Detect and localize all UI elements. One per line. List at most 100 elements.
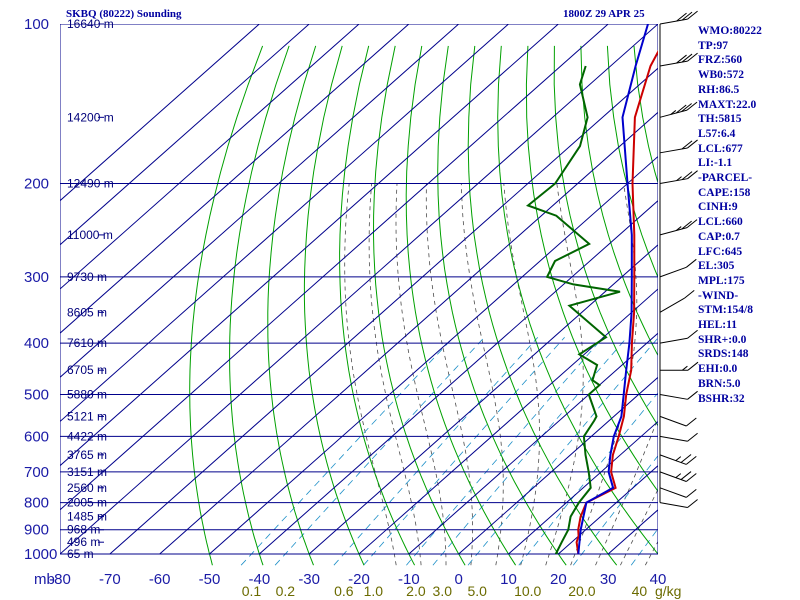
wind-barb — [659, 109, 688, 118]
height-label: 65 m — [67, 547, 94, 561]
pressure-tick-label: 800 — [24, 495, 49, 512]
wind-barb-flag — [686, 219, 698, 229]
wind-barb — [659, 227, 688, 236]
wind-barb-flag — [685, 258, 697, 268]
wind-barb-flag — [685, 456, 697, 465]
mixing-ratio-tick-label: 2.0 — [406, 583, 426, 599]
temperature-tick-label: -70 — [99, 571, 121, 588]
temperature-tick-label: -30 — [298, 571, 320, 588]
sounding-index: LI:-1.1 — [698, 157, 733, 170]
mixing-ratio-line — [406, 337, 604, 566]
sounding-index: BRN:5.0 — [698, 377, 741, 390]
sounding-index: WMO:80222 — [698, 25, 762, 37]
height-label: 9730 m — [67, 270, 107, 284]
isotherm — [60, 24, 360, 290]
dry-adiabat — [372, 45, 466, 566]
wind-barb — [659, 435, 688, 442]
pressure-tick-label: 1000 — [24, 546, 57, 563]
pressure-tick-label: 900 — [24, 522, 49, 539]
isotherm — [60, 24, 658, 555]
height-label: 3765 m — [67, 448, 107, 462]
sounding-index: FRZ:560 — [698, 54, 743, 67]
height-label: 2560 m — [67, 481, 107, 495]
temperature-tick-label: -50 — [199, 571, 221, 588]
wind-barb-flag — [687, 170, 698, 180]
height-label: 968 m — [67, 523, 100, 537]
temperature-tick-label: -80 — [49, 571, 71, 588]
sounding-index: HEL:11 — [698, 319, 737, 332]
height-labels: 16640 m 14200 m 12490 m 11000 m 9730 m 8605 m… — [67, 17, 114, 561]
sounding-index: TH:5815 — [698, 113, 742, 126]
mixing-ratio-line — [432, 337, 628, 566]
wind-barb-flag — [687, 139, 698, 149]
moist-adiabat — [545, 183, 584, 566]
temperature-tick-label: -10 — [398, 571, 420, 588]
sounding-index: EL:305 — [698, 260, 735, 273]
height-label: 11000 m — [67, 228, 113, 242]
dry-adiabat — [580, 45, 658, 357]
dry-adiabat — [793, 46, 800, 565]
mixing-ratio-line — [240, 337, 454, 566]
wind-barb-flag — [681, 220, 692, 230]
height-label: 496 m — [67, 535, 100, 549]
wind-barb — [659, 471, 687, 482]
sounding-index: SRDS:148 — [698, 348, 749, 361]
isotherm — [60, 24, 459, 379]
wind-barb-half-flag — [676, 176, 682, 182]
isotherm — [60, 24, 310, 246]
wind-barb — [659, 60, 688, 67]
wind-barb-half-flag — [682, 365, 688, 371]
parcel-profile — [577, 24, 649, 555]
wind-barb-flag — [687, 361, 699, 371]
isotherm — [60, 24, 559, 467]
pressure-unit-label: mb — [34, 571, 55, 588]
isotherm — [259, 199, 658, 555]
height-label: 5121 m — [67, 409, 107, 423]
isotherm — [458, 376, 658, 555]
height-label: 14200 m — [67, 110, 114, 124]
temperature-tick-label: 40 — [650, 571, 667, 588]
dry-adiabat — [229, 45, 290, 566]
wind-barb — [659, 266, 687, 278]
profile-lines — [525, 24, 658, 555]
dry-adiabat — [467, 45, 618, 566]
moist-adiabat — [503, 183, 540, 566]
dry-adiabat — [437, 45, 567, 566]
wind-barb-flag — [687, 499, 698, 508]
sounding-index: SHR+:0.0 — [698, 333, 747, 346]
mixing-ratio-tick-label: 0.2 — [276, 583, 296, 599]
mixing-ratio-tick-label: 0.6 — [334, 583, 354, 599]
height-label: 16640 m — [67, 17, 114, 31]
station-title: SKBQ (80222) Sounding — [66, 8, 182, 20]
pressure-tick-label: 700 — [24, 464, 49, 481]
sounding-indices-panel: WMO:80222 TP:97 FRZ:560 WB0:572 RH:86.5 MAXT:… — [698, 24, 762, 406]
wind-barb-flag — [686, 101, 698, 111]
isotherm — [60, 24, 410, 334]
sounding-index: WB0:572 — [698, 69, 744, 82]
wind-barb-flag — [685, 417, 697, 427]
moist-adiabat — [368, 183, 422, 566]
moist-adiabat — [570, 183, 638, 566]
moist-adiabat — [425, 183, 474, 566]
temperature-tick-label: 20 — [550, 571, 567, 588]
isotherm — [60, 24, 609, 511]
wind-barb — [659, 393, 688, 400]
wind-barb — [659, 454, 687, 465]
height-label: 3151 m — [67, 465, 107, 479]
sounding-index: -PARCEL- — [698, 172, 753, 185]
mixing-ratio-tick-label: 5.0 — [467, 583, 487, 599]
plot-frame — [60, 24, 658, 555]
pressure-axis: 100 200 300 400 500 600 700 800 900 1000 — [24, 16, 57, 563]
moist-adiabat — [460, 183, 504, 566]
isotherm — [159, 111, 658, 555]
height-label: 4422 m — [67, 429, 107, 443]
isotherm — [508, 420, 658, 555]
mixing-ratio-tick-label: 1.0 — [364, 583, 384, 599]
wind-barb — [659, 178, 688, 185]
sounding-index: LFC:645 — [698, 245, 743, 258]
wind-barb-flag — [681, 171, 693, 181]
dry-adiabat — [339, 45, 416, 566]
pressure-tick-label: 400 — [24, 335, 49, 352]
wind-barb-flag — [676, 12, 687, 22]
